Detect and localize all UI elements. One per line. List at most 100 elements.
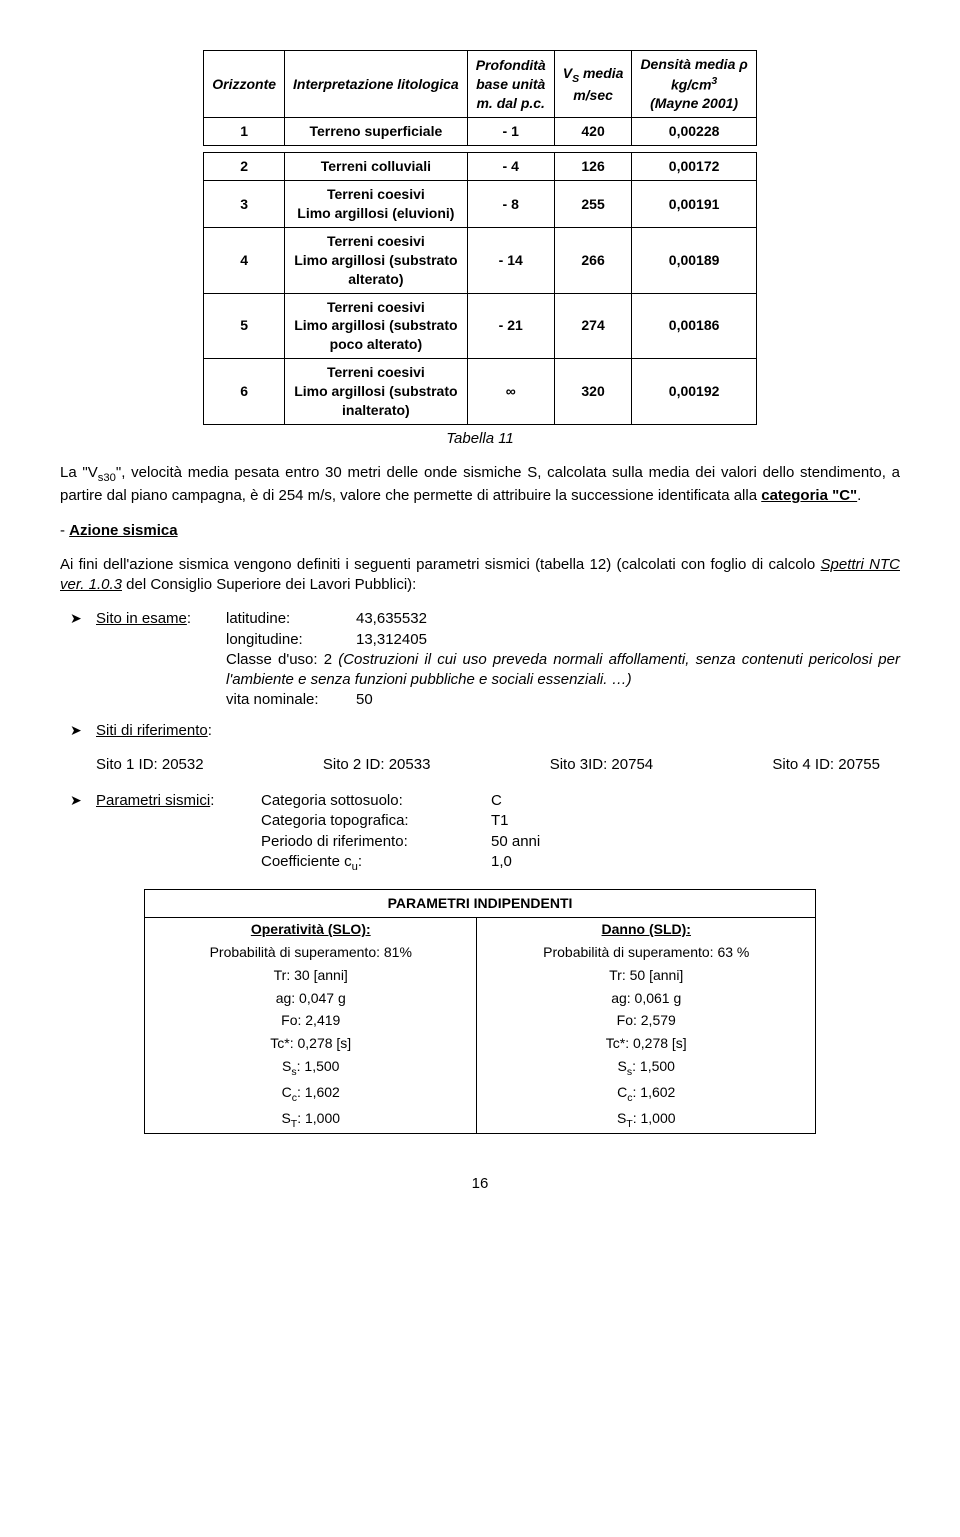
sub: s30 bbox=[98, 472, 116, 484]
value: 43,635532 bbox=[356, 610, 427, 627]
cell: Tr: 30 [anni] bbox=[145, 964, 477, 987]
cell: Ss: 1,500 bbox=[477, 1055, 816, 1081]
value: 1,0 bbox=[491, 852, 512, 875]
txt: Terreni coesivi bbox=[327, 364, 425, 380]
label: vita nominale: bbox=[226, 690, 356, 710]
cell: Probabilità di superamento: 63 % bbox=[477, 941, 816, 964]
txt: : 1,500 bbox=[632, 1058, 675, 1074]
col-header: Operatività (SLO): bbox=[251, 921, 371, 937]
txt: Terreni coesivi bbox=[327, 299, 425, 315]
cell: Probabilità di superamento: 81% bbox=[145, 941, 477, 964]
sito-4: Sito 4 ID: 20755 bbox=[772, 755, 880, 775]
sito-1: Sito 1 ID: 20532 bbox=[96, 755, 204, 775]
label: Periodo di riferimento: bbox=[261, 832, 491, 852]
cell: 0,00172 bbox=[632, 153, 756, 181]
txt: : 1,602 bbox=[297, 1084, 340, 1100]
table-row: 1 Terreno superficiale - 1 420 0,00228 bbox=[204, 118, 757, 146]
table-parametri-indipendenti: PARAMETRI INDIPENDENTI Operatività (SLO)… bbox=[144, 889, 816, 1134]
table-row: 2 Terreni colluviali - 4 126 0,00172 bbox=[204, 153, 757, 181]
cell: 126 bbox=[554, 153, 632, 181]
cell: - 1 bbox=[467, 118, 554, 146]
value: 13,312405 bbox=[356, 631, 427, 648]
paragraph-vs30: La "Vs30", velocità media pesata entro 3… bbox=[60, 463, 900, 506]
label: Siti di riferimento bbox=[96, 722, 208, 739]
cell: - 14 bbox=[467, 227, 554, 293]
txt: C bbox=[282, 1084, 292, 1100]
txt: inalterato) bbox=[342, 402, 410, 418]
paragraph-azione: Ai fini dell'azione sismica vengono defi… bbox=[60, 555, 900, 596]
cell: Cc: 1,602 bbox=[145, 1081, 477, 1107]
cell: - 8 bbox=[467, 181, 554, 228]
label: Categoria topografica: bbox=[261, 811, 491, 831]
cell: Tc*: 0,278 [s] bbox=[145, 1032, 477, 1055]
cell: 420 bbox=[554, 118, 632, 146]
value: T1 bbox=[491, 811, 509, 831]
th-orizzonte: Orizzonte bbox=[204, 51, 285, 118]
table-row: 6 Terreni coesivi Limo argillosi (substr… bbox=[204, 359, 757, 425]
txt: S bbox=[618, 1058, 627, 1074]
sup: 3 bbox=[711, 75, 717, 87]
txt: S bbox=[282, 1058, 291, 1074]
cell: ST: 1,000 bbox=[477, 1107, 816, 1133]
table-row: 5 Terreni coesivi Limo argillosi (substr… bbox=[204, 293, 757, 359]
label: Parametri sismici bbox=[96, 792, 210, 809]
rho: ρ bbox=[739, 56, 747, 72]
txt: : 1,000 bbox=[633, 1110, 676, 1126]
cell: ST: 1,000 bbox=[145, 1107, 477, 1133]
category-c: categoria "C" bbox=[761, 487, 857, 504]
txt: Limo argillosi (substrato bbox=[294, 383, 457, 399]
cell: 274 bbox=[554, 293, 632, 359]
label: Classe d'uso: bbox=[226, 651, 318, 668]
cell: ag: 0,047 g bbox=[145, 987, 477, 1010]
cell: 3 bbox=[204, 181, 285, 228]
cell: 255 bbox=[554, 181, 632, 228]
txt: media bbox=[579, 65, 623, 81]
table-row: 4 Terreni coesivi Limo argillosi (substr… bbox=[204, 227, 757, 293]
txt: : 1,500 bbox=[297, 1058, 340, 1074]
cell: 266 bbox=[554, 227, 632, 293]
list-item-siti-rif: Siti di riferimento: bbox=[60, 721, 900, 741]
txt: V bbox=[563, 65, 572, 81]
cell: Fo: 2,419 bbox=[145, 1009, 477, 1032]
cell: 0,00192 bbox=[632, 359, 756, 425]
cell: Terreni coesivi Limo argillosi (substrat… bbox=[285, 293, 468, 359]
txt: Coefficiente c bbox=[261, 853, 352, 870]
value: 50 bbox=[356, 691, 373, 708]
cell: Tc*: 0,278 [s] bbox=[477, 1032, 816, 1055]
list-item-param-sismici: Parametri sismici: Categoria sottosuolo:… bbox=[60, 791, 900, 875]
label: longitudine: bbox=[226, 630, 356, 650]
page-number: 16 bbox=[60, 1174, 900, 1194]
heading-azione: - Azione sismica bbox=[60, 521, 900, 541]
txt: S bbox=[281, 1110, 290, 1126]
cell: - 21 bbox=[467, 293, 554, 359]
cell: - 4 bbox=[467, 153, 554, 181]
cell: Ss: 1,500 bbox=[145, 1055, 477, 1081]
txt: base unità bbox=[476, 76, 545, 92]
txt: : 1,602 bbox=[633, 1084, 676, 1100]
cell: Tr: 50 [anni] bbox=[477, 964, 816, 987]
txt: Profondità bbox=[476, 57, 546, 73]
cell: 1 bbox=[204, 118, 285, 146]
cell: Cc: 1,602 bbox=[477, 1081, 816, 1107]
cell: 2 bbox=[204, 153, 285, 181]
txt: Terreni coesivi bbox=[327, 233, 425, 249]
txt: : bbox=[187, 610, 191, 627]
table-title: PARAMETRI INDIPENDENTI bbox=[145, 890, 816, 918]
cell: 0,00191 bbox=[632, 181, 756, 228]
table-horizon: Orizzonte Interpretazione litologica Pro… bbox=[203, 50, 757, 425]
txt: Limo argillosi (substrato bbox=[294, 317, 457, 333]
txt: Terreni coesivi bbox=[327, 186, 425, 202]
th-interp: Interpretazione litologica bbox=[285, 51, 468, 118]
txt: (Mayne 2001) bbox=[650, 95, 738, 111]
cell: Fo: 2,579 bbox=[477, 1009, 816, 1032]
txt: S bbox=[617, 1110, 626, 1126]
txt: m. dal p.c. bbox=[476, 95, 544, 111]
txt: m/sec bbox=[573, 87, 613, 103]
table-caption: Tabella 11 bbox=[60, 429, 900, 449]
sites-row: Sito 1 ID: 20532 Sito 2 ID: 20533 Sito 3… bbox=[60, 751, 900, 791]
txt: alterato) bbox=[348, 271, 403, 287]
txt: : bbox=[358, 853, 362, 870]
list-item-sito-esame: Sito in esame: latitudine:43,635532 long… bbox=[60, 609, 900, 710]
txt: del Consiglio Superiore dei Lavori Pubbl… bbox=[122, 576, 416, 593]
txt: poco alterato) bbox=[330, 336, 423, 352]
